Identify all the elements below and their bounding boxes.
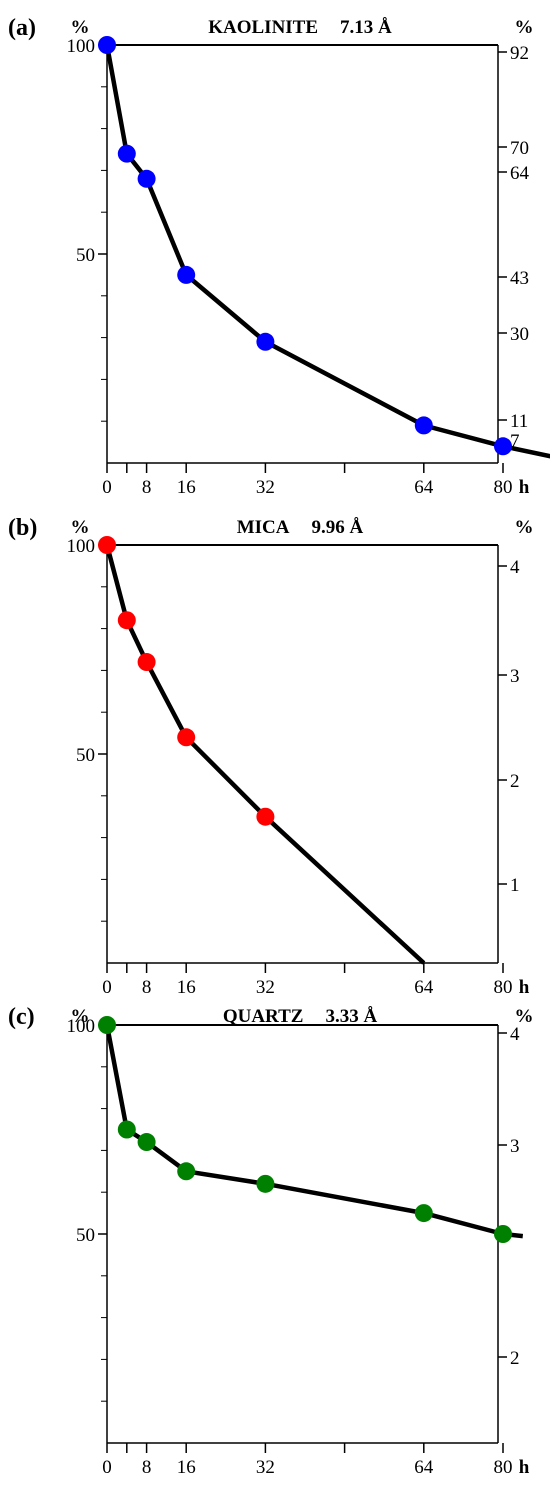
data-point bbox=[256, 332, 275, 351]
data-point bbox=[98, 36, 116, 54]
panel-label: (c) bbox=[8, 1004, 35, 1030]
data-point bbox=[98, 536, 116, 554]
right-tick-label: 4 bbox=[510, 1024, 520, 1045]
y-axis-label-left: % bbox=[71, 1006, 90, 1027]
x-tick-label: 0 bbox=[102, 477, 112, 498]
x-tick-label: 16 bbox=[177, 477, 196, 498]
chart-title-name: QUARTZ bbox=[223, 1006, 304, 1027]
right-tick-label: 30 bbox=[510, 324, 529, 345]
y-axis-label-left: % bbox=[71, 17, 90, 38]
series-line bbox=[104, 544, 426, 965]
y-axis-label-left: % bbox=[71, 517, 90, 538]
data-point bbox=[256, 807, 275, 826]
right-tick-label: 2 bbox=[510, 1348, 520, 1369]
left-tick-label: 50 bbox=[76, 245, 95, 266]
data-point bbox=[137, 1133, 156, 1152]
left-tick-label: 100 bbox=[67, 36, 96, 57]
x-tick-label: 32 bbox=[256, 1457, 275, 1478]
y-axis-label-right: % bbox=[515, 17, 534, 38]
data-point bbox=[494, 1225, 512, 1243]
series-line bbox=[104, 44, 550, 459]
data-point bbox=[177, 1162, 196, 1181]
x-tick-label: 64 bbox=[414, 477, 434, 498]
data-point bbox=[256, 1174, 275, 1193]
right-tick-label: 7 bbox=[510, 431, 520, 452]
chart-title: QUARTZ 3.33 Å bbox=[223, 1006, 378, 1027]
right-tick-label: 92 bbox=[510, 43, 529, 64]
data-point bbox=[137, 653, 156, 672]
data-point bbox=[98, 1016, 116, 1034]
right-tick-label: 3 bbox=[510, 666, 520, 687]
x-tick-label: 0 bbox=[102, 977, 112, 998]
panel-label: (a) bbox=[8, 15, 36, 41]
x-tick-label: 80 bbox=[494, 1457, 513, 1478]
data-point bbox=[117, 1120, 136, 1139]
left-tick-label: 50 bbox=[76, 745, 95, 766]
x-tick-label: 8 bbox=[142, 1457, 152, 1478]
x-tick-label: 64 bbox=[414, 1457, 434, 1478]
data-point bbox=[117, 611, 136, 630]
x-axis-label: h bbox=[519, 477, 530, 498]
right-tick-label: 4 bbox=[510, 557, 520, 578]
x-tick-label: 64 bbox=[414, 977, 434, 998]
right-tick-label: 64 bbox=[510, 163, 530, 184]
right-tick-label: 43 bbox=[510, 268, 529, 289]
y-axis-label-right: % bbox=[515, 1006, 534, 1027]
y-axis-label-right: % bbox=[515, 517, 534, 538]
data-point bbox=[177, 728, 196, 747]
x-tick-label: 80 bbox=[494, 477, 513, 498]
right-tick-label: 11 bbox=[510, 411, 528, 432]
data-point bbox=[414, 1204, 433, 1223]
x-tick-label: 8 bbox=[142, 477, 152, 498]
right-tick-label: 2 bbox=[510, 771, 520, 792]
x-tick-label: 0 bbox=[102, 1457, 112, 1478]
x-axis-label: h bbox=[519, 977, 530, 998]
x-tick-label: 32 bbox=[256, 977, 275, 998]
x-axis-label: h bbox=[519, 1457, 530, 1478]
data-point bbox=[137, 169, 156, 188]
chart-title: MICA 9.96 Å bbox=[237, 517, 364, 538]
chart-title-name: MICA bbox=[237, 517, 290, 538]
data-point bbox=[177, 265, 196, 284]
series-line bbox=[104, 1024, 524, 1239]
left-tick-label: 100 bbox=[67, 1016, 96, 1037]
x-tick-label: 16 bbox=[177, 1457, 196, 1478]
chart-title-value: 9.96 Å bbox=[312, 517, 364, 538]
data-point bbox=[117, 144, 136, 163]
x-tick-label: 32 bbox=[256, 477, 275, 498]
x-tick-label: 16 bbox=[177, 977, 196, 998]
left-tick-label: 100 bbox=[67, 536, 96, 557]
data-point bbox=[414, 416, 433, 435]
right-tick-label: 1 bbox=[510, 875, 520, 896]
right-tick-label: 3 bbox=[510, 1136, 520, 1157]
chart-title-name: KAOLINITE bbox=[208, 17, 318, 38]
chart-title: KAOLINITE 7.13 Å bbox=[208, 17, 392, 38]
x-tick-label: 8 bbox=[142, 977, 152, 998]
left-tick-label: 50 bbox=[76, 1225, 95, 1246]
data-point bbox=[494, 437, 512, 456]
chart-title-value: 3.33 Å bbox=[325, 1006, 377, 1027]
right-tick-label: 70 bbox=[510, 138, 529, 159]
panel-label: (b) bbox=[8, 515, 37, 541]
x-tick-label: 80 bbox=[494, 977, 513, 998]
chart-title-value: 7.13 Å bbox=[340, 17, 392, 38]
